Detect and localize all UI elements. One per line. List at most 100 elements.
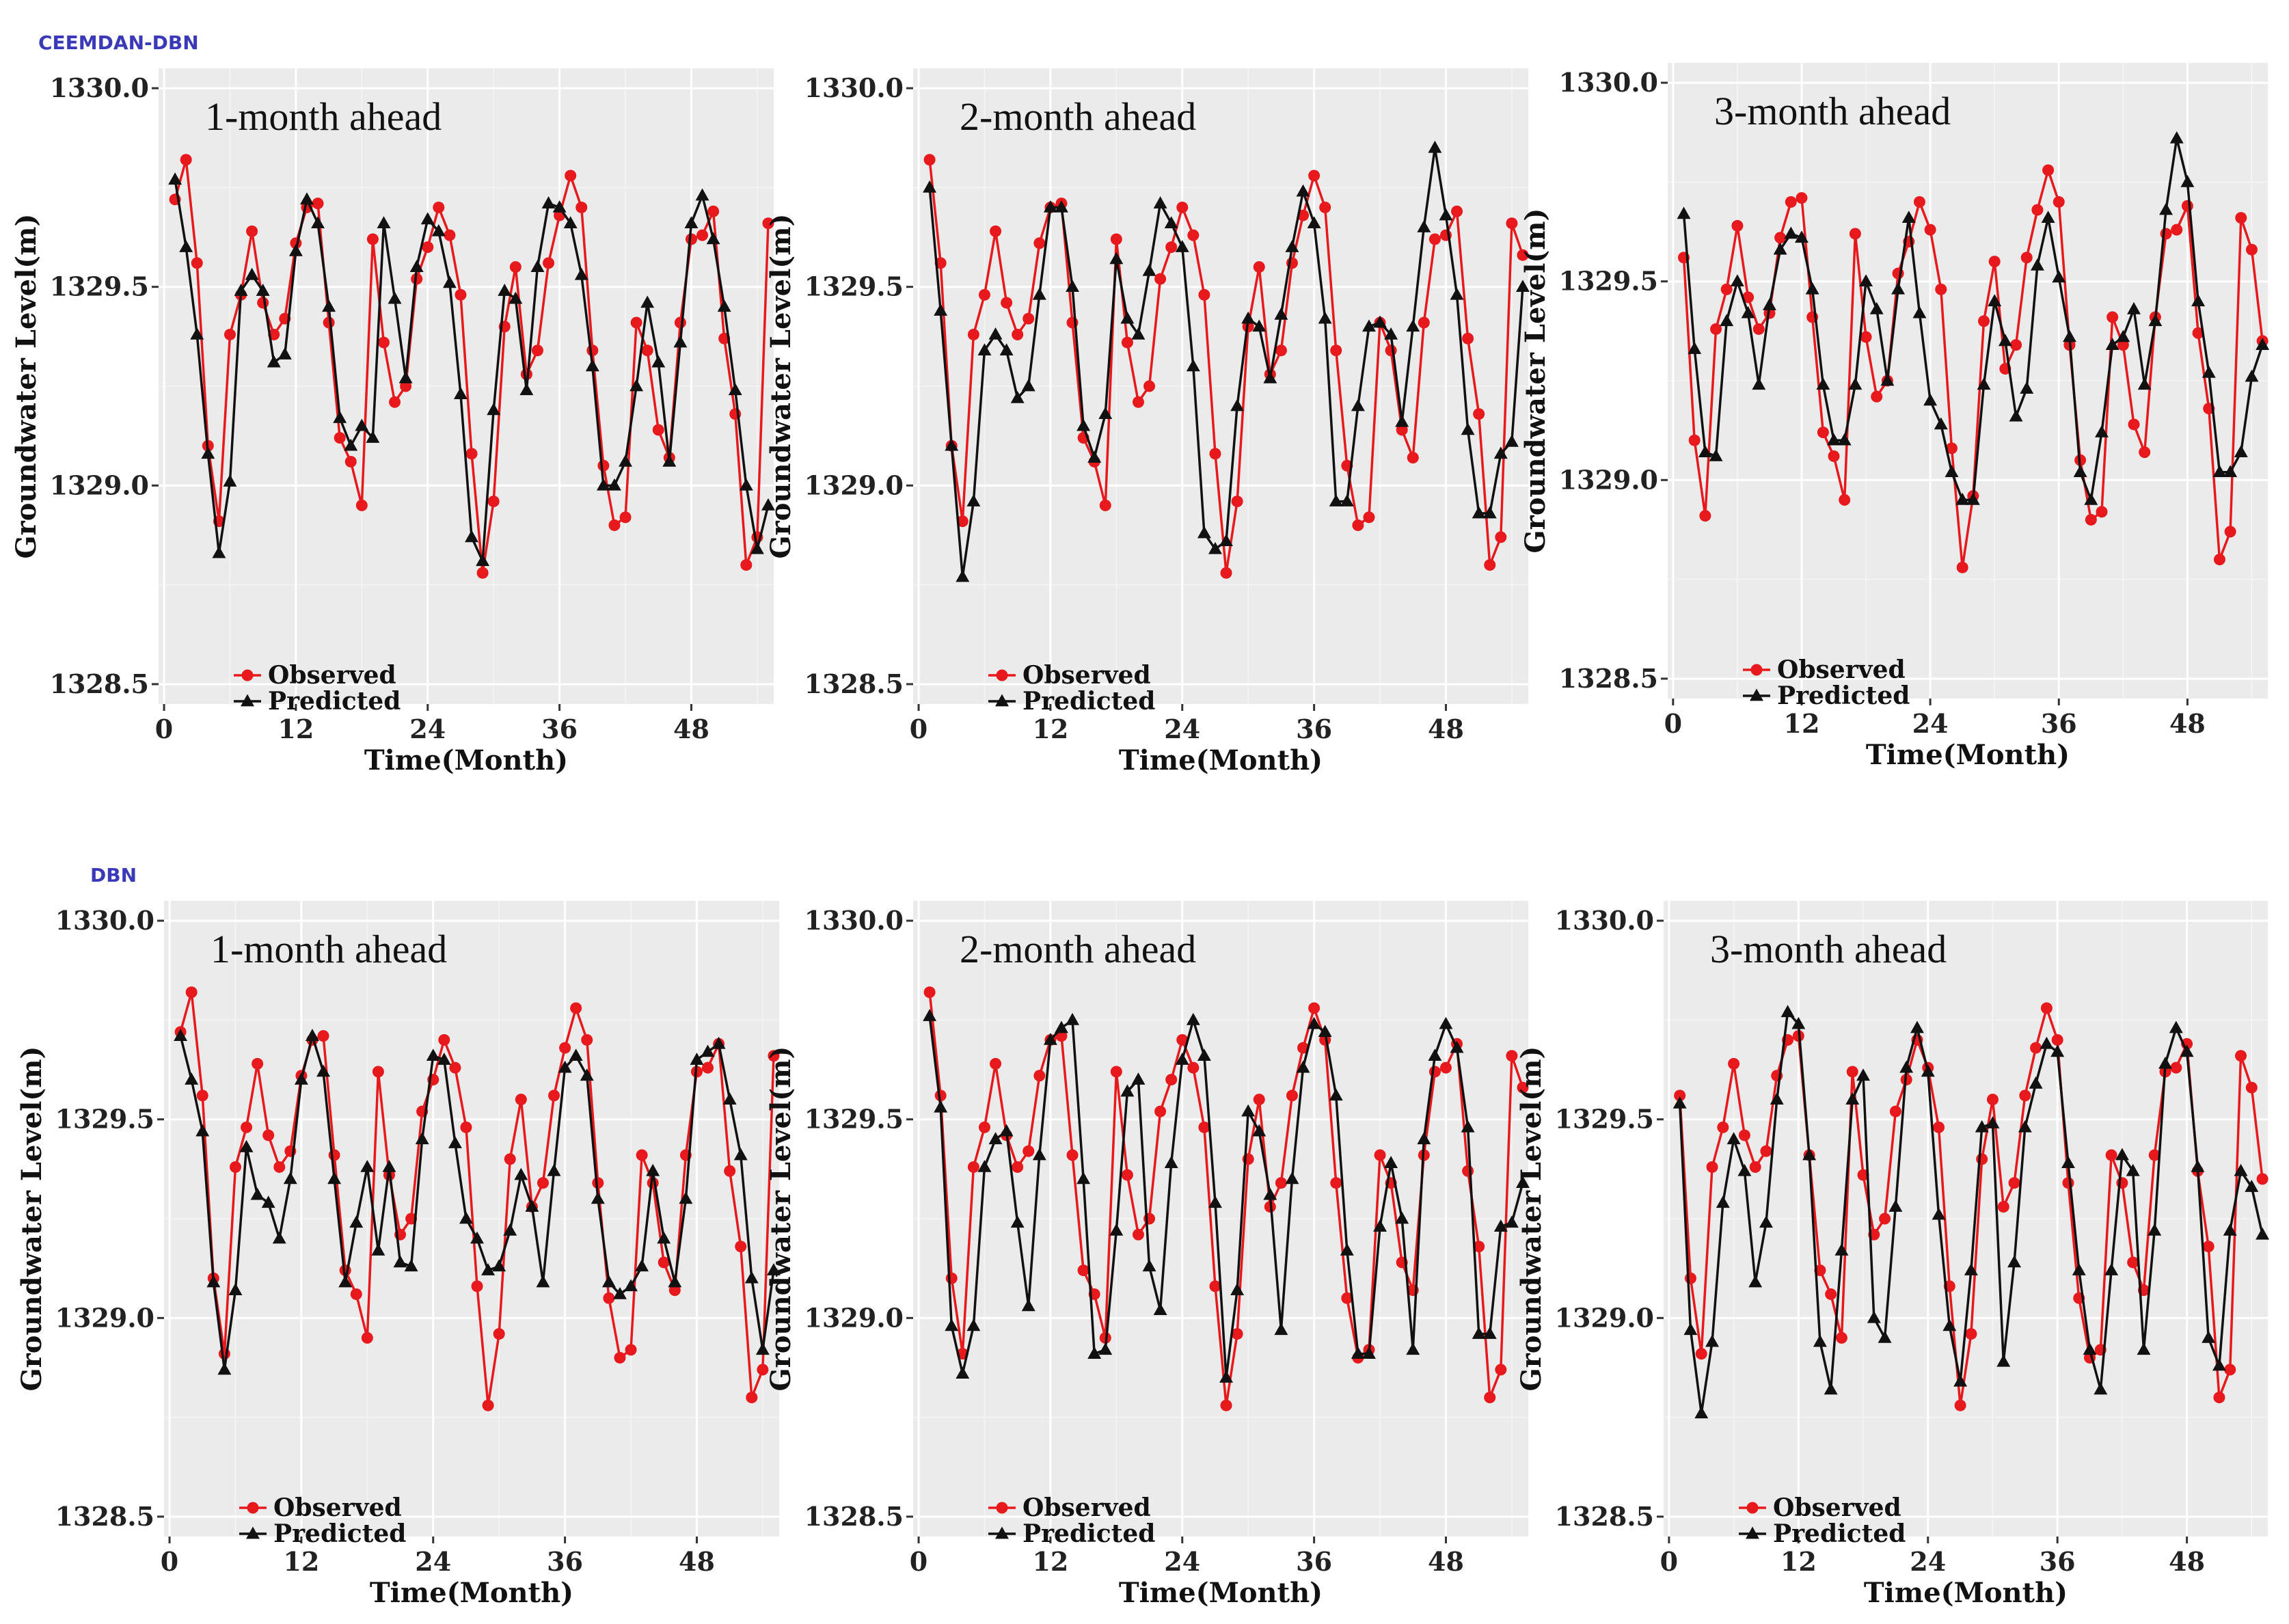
observed-point [1495, 1364, 1507, 1376]
observed-point [1341, 1292, 1353, 1304]
observed-point [1484, 559, 1496, 571]
predicted-point [1241, 1104, 1256, 1117]
x-tick-label: 48 [673, 714, 709, 744]
predicted-point [2020, 381, 2034, 394]
observed-point [696, 229, 709, 241]
observed-point [1385, 344, 1397, 357]
observed-point [2224, 1364, 2236, 1376]
predicted-point [651, 355, 666, 368]
predicted-point [1493, 446, 1508, 459]
predicted-point [2126, 1163, 2140, 1176]
predicted-point [1709, 448, 1723, 461]
predicted-point [1109, 1223, 1124, 1236]
predicted-point [1716, 1195, 1730, 1208]
predicted-point [1285, 240, 1299, 252]
observed-point [1688, 434, 1701, 446]
panel-title: 1-month ahead [205, 94, 442, 139]
predicted-point [283, 1172, 297, 1185]
predicted-point [2212, 1358, 2226, 1371]
predicted-point [744, 1271, 759, 1284]
predicted-point [1098, 1342, 1113, 1355]
predicted-point [333, 411, 347, 423]
y-tick-label: 1328.5 [804, 1501, 904, 1532]
predicted-point [1351, 1346, 1365, 1359]
predicted-point [988, 327, 1003, 340]
observed-point [2051, 1033, 2063, 1046]
predicted-point [552, 200, 567, 213]
predicted-point [1252, 319, 1267, 332]
predicted-point [1066, 280, 1080, 293]
observed-point [2019, 1090, 2031, 1102]
x-tick-label: 36 [541, 714, 578, 744]
x-tick-label: 24 [1912, 708, 1949, 739]
observed-point [1849, 228, 1861, 240]
observed-point [2213, 554, 2225, 566]
predicted-point [239, 1139, 254, 1152]
x-tick-label: 0 [910, 1546, 927, 1577]
observed-point [978, 288, 990, 301]
observed-point [1752, 323, 1765, 335]
observed-point [2096, 506, 2108, 518]
predicted-point [1953, 1374, 1968, 1387]
observed-point [252, 1057, 264, 1070]
observed-point [1033, 237, 1046, 249]
observed-point [1165, 1074, 1178, 1086]
predicted-point [1428, 1048, 1442, 1061]
predicted-point [311, 216, 325, 229]
predicted-point [234, 284, 248, 296]
observed-point [707, 205, 720, 217]
predicted-point [569, 1048, 583, 1061]
observed-point [608, 519, 621, 531]
observed-point [1187, 1061, 1200, 1074]
observed-point [2010, 339, 2022, 351]
legend-label: Observed [1022, 1493, 1151, 1522]
observed-point [218, 1348, 230, 1360]
observed-point [487, 496, 500, 508]
predicted-point [1066, 1012, 1080, 1025]
observed-point [455, 288, 467, 301]
predicted-point [316, 1064, 331, 1077]
predicted-point [1131, 327, 1146, 340]
predicted-point [1274, 307, 1288, 320]
predicted-point [250, 1187, 265, 1200]
observed-point [328, 1149, 340, 1161]
predicted-point [525, 1200, 539, 1212]
predicted-point [1780, 1005, 1795, 1018]
predicted-point [1934, 417, 1948, 430]
predicted-point [1021, 379, 1035, 392]
predicted-point [1856, 1068, 1871, 1081]
observed-point [444, 229, 456, 241]
predicted-point [498, 284, 512, 296]
predicted-point [2180, 1044, 2194, 1057]
predicted-point [1395, 1211, 1409, 1224]
predicted-point [1263, 1187, 1277, 1200]
observed-point [312, 198, 324, 210]
predicted-point [2137, 1342, 2151, 1355]
x-tick-label: 48 [2169, 708, 2206, 739]
observed-point [1462, 332, 1474, 344]
y-tick-label: 1329.5 [804, 1104, 904, 1135]
y-tick-label: 1329.0 [50, 470, 149, 500]
predicted-point [1351, 398, 1365, 411]
observed-point [630, 316, 642, 329]
observed-point [246, 225, 258, 237]
predicted-point [1698, 445, 1712, 457]
predicted-point [1395, 414, 1409, 427]
observed-point [1396, 424, 1408, 436]
predicted-point [2256, 338, 2270, 351]
predicted-point [1899, 1060, 1914, 1073]
predicted-point [2084, 492, 2098, 505]
predicted-point [988, 1132, 1003, 1145]
observed-point [1954, 1399, 1966, 1411]
predicted-point [956, 569, 970, 582]
predicted-point [1683, 1323, 1698, 1336]
predicted-point [1340, 494, 1354, 506]
x-tick-label: 0 [1664, 708, 1682, 739]
predicted-point [945, 1318, 959, 1331]
observed-point [1220, 567, 1232, 579]
predicted-point [1988, 294, 2002, 307]
predicted-point [1318, 1025, 1332, 1038]
predicted-point [1891, 282, 1906, 295]
predicted-point [1032, 287, 1046, 300]
